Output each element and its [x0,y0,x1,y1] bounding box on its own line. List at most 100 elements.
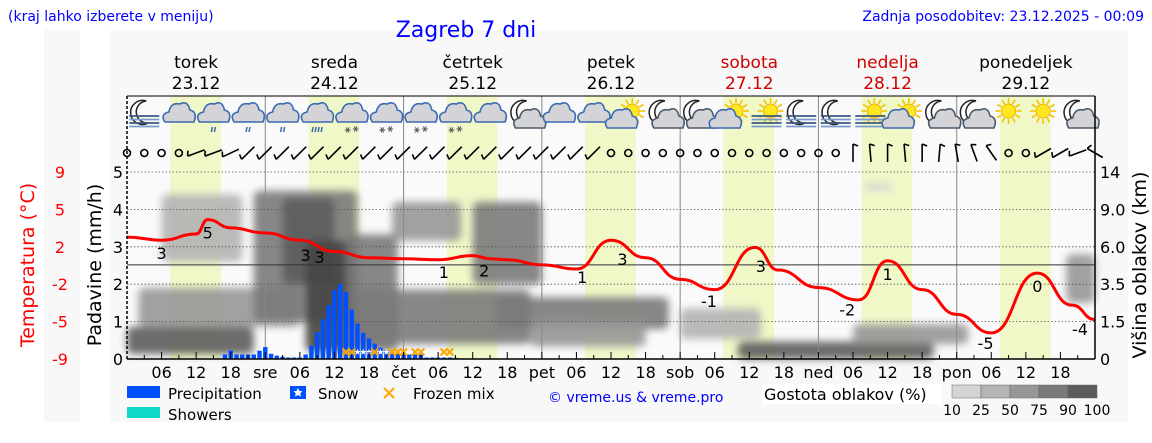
x-tick-label: 06 [566,363,586,382]
snowflake-icon [387,126,394,132]
wind-calm-icon [174,148,184,158]
temperature-label: -2 [839,300,855,319]
cloud-icon [651,108,685,129]
moon-icon [786,99,806,126]
colorbar-swatch [1038,384,1069,399]
sun-ray [1035,99,1040,105]
temperature-label: 1 [882,265,892,284]
snowflake-icon [344,127,351,133]
fog-icon [786,115,817,128]
wind-calm-icon [831,148,841,158]
wind-barb-icon [954,143,961,163]
legend-precipitation-label: Precipitation [168,385,262,403]
temperature-label: -1 [701,292,717,311]
wind-barb-tick [394,154,398,160]
wind-barb-tick [954,143,961,147]
sun-ray [728,99,733,105]
weather-icon-cloud-sleet [335,102,369,133]
snow-marker [377,348,384,355]
weather-icon-moon-cloud [510,99,547,129]
wind-barb-tick [869,143,875,147]
wind-barb-tick [498,154,502,160]
temperature-axis-title: Temperatura (°C) [17,183,39,348]
x-tick-label: pet [529,363,555,382]
wind-barb-shaft [222,148,240,158]
wind-barb-icon [446,146,463,160]
wind-barb-tick [1033,152,1037,158]
cloud-icon [300,102,335,123]
colorbar-swatch [951,384,982,399]
wind-barb-shaft [500,146,515,160]
raindrop-icon [317,126,320,133]
wind-barb-icon [411,146,428,160]
precipitation-tick-label: 5 [113,163,123,182]
cloud-layer [864,183,894,191]
cloud-icon [473,102,508,123]
temperature-label: 2 [479,262,489,281]
temperature-label: 1 [439,263,449,282]
wind-barb-tick [238,154,243,160]
wind-barb-shaft [534,146,549,160]
precipitation-bar [251,354,256,359]
temperature-label: 3 [156,244,166,263]
colorbar-swatch [1009,384,1040,399]
cloud-layer [530,319,646,347]
copyright-link[interactable]: © vreme.us & vreme.pro [548,390,723,406]
cloud-icon [231,102,266,123]
x-tick-label: 12 [463,363,483,382]
wind-barb-icon [204,149,223,157]
precipitation-axis-title: Padavine (mm/h) [84,184,106,347]
location-hint[interactable]: (kraj lahko izberete v meniju) [8,9,214,25]
snowflake-icon [421,126,428,132]
x-tick-label: 06 [290,363,310,382]
sun-ray [867,99,871,105]
weather-icon-sun-cloud [604,98,646,129]
temperature-tick-label: 9 [55,163,65,182]
cloud-layer [680,308,761,340]
temperature-tick-label: 5 [55,200,65,219]
temperature-label: 5 [203,224,213,243]
precipitation-bar [337,284,343,359]
snowflake-icon [448,127,455,133]
legend: Precipitation Snow Frozen mix Showers © … [127,384,1110,424]
wind-barb-icon [428,146,446,160]
x-tick-label: 06 [151,363,171,382]
cloud-height-tick-label: 14 [1100,163,1120,182]
wind-barb-icon [342,146,359,160]
x-tick-label: 18 [497,363,517,382]
wind-barb-tick [887,143,893,147]
sun-ray [638,103,644,108]
sun-disc [763,103,779,119]
wind-calm-icon [710,148,720,158]
wind-barb-tick [1086,144,1092,150]
weather-icon-cloudy [473,102,508,123]
left-panel-bg [44,30,80,422]
cloud-icon [335,102,369,123]
wind-barb-shaft [379,146,394,160]
precipitation-bar [222,354,228,359]
wind-barb-shaft [465,146,480,160]
temperature-label: 3 [617,250,627,269]
weather-icon-moon-cloud [925,99,962,129]
wind-barb-shaft [552,146,567,160]
sun-ray [1015,114,1021,119]
wind-barb-tick [256,154,260,160]
cloud-icon [927,108,962,129]
weather-icon-sun [1030,98,1057,124]
sun-ray [915,103,921,108]
cloud-icon [265,102,300,123]
wind-barb-shaft [937,143,942,163]
x-tick-label: 12 [739,363,759,382]
wind-barb-icon [1033,147,1052,159]
temperature-label: 3 [315,248,325,267]
wind-barb-shaft [431,146,446,160]
sun-ray [996,114,1003,119]
wind-calm-icon [606,148,616,158]
x-tick-label: 12 [324,363,344,382]
sun-icon [995,98,1022,124]
wind-barb-icon [463,146,480,160]
wind-barb-icon [1068,149,1087,157]
raindrop-icon [282,126,286,133]
wind-barb-tick [359,154,364,160]
weather-icon-moon-cloud [648,99,685,129]
